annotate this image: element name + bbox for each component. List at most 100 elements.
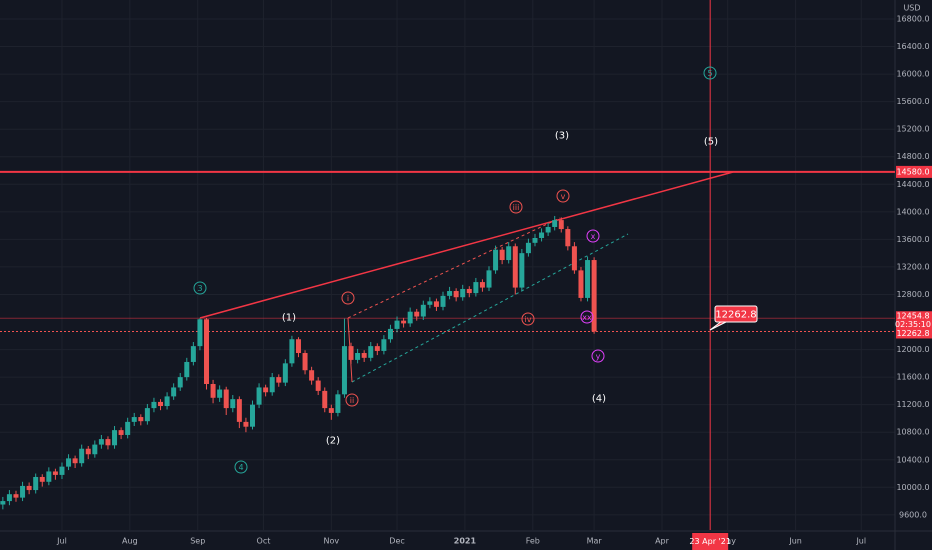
- candle-body: [341, 346, 347, 395]
- candle-body: [440, 295, 446, 307]
- candle-body: [210, 384, 216, 398]
- candle-body: [52, 471, 58, 475]
- candle-body: [427, 301, 433, 305]
- candle-body: [355, 353, 361, 360]
- candle-body: [39, 476, 45, 482]
- candle-body: [13, 494, 19, 498]
- candle-body: [223, 389, 229, 409]
- candle-body: [197, 319, 203, 347]
- candle-body: [578, 270, 584, 298]
- wave-label: (2): [326, 436, 340, 447]
- wave-circle: [556, 189, 570, 203]
- wave-circle: [341, 291, 355, 305]
- candle-body: [144, 408, 150, 422]
- candle-body: [33, 476, 39, 491]
- candle-body: [20, 485, 26, 498]
- candle-body: [289, 339, 295, 364]
- candle-body: [276, 377, 282, 383]
- candle-body: [361, 353, 367, 358]
- candle-body: [401, 320, 407, 324]
- wave-label: xx: [582, 313, 592, 322]
- currency-label: USD: [903, 4, 920, 13]
- candle-body: [164, 396, 170, 407]
- candle-body: [131, 417, 137, 422]
- y-tick-label: 10000.0: [896, 483, 929, 492]
- candle-body: [236, 399, 242, 422]
- candle-body: [348, 346, 354, 360]
- candle-body: [105, 439, 111, 446]
- wave-circle: [591, 349, 605, 363]
- wave-label: (5): [704, 137, 718, 148]
- callout-label: 12262.8: [715, 310, 756, 321]
- x-tick-label: Dec: [389, 537, 404, 546]
- candle-body: [79, 448, 85, 464]
- candle-body: [493, 249, 499, 271]
- wave-label: x: [591, 232, 596, 241]
- candle-body: [368, 346, 374, 358]
- candle-body: [539, 232, 545, 239]
- candle-body: [335, 394, 341, 413]
- candle-body: [0, 501, 6, 505]
- y-tick-label: 13200.0: [896, 262, 929, 271]
- y-tick-label: 16400.0: [896, 42, 929, 51]
- candle-body: [171, 387, 177, 397]
- candle-body: [407, 311, 413, 324]
- wave-label: y: [596, 352, 601, 361]
- candle-body: [112, 430, 118, 446]
- hline-price-label-bg: [896, 165, 932, 178]
- candle-body: [525, 242, 531, 254]
- candle-body: [158, 401, 164, 407]
- x-tick-label: Sep: [190, 537, 205, 546]
- candle-body: [204, 319, 210, 385]
- x-tick-label: Nov: [324, 537, 340, 546]
- candle-body: [519, 253, 525, 288]
- candle-body: [479, 282, 485, 288]
- date-badge: 23 Apr '21: [689, 537, 730, 546]
- hline-price-label: 14580.0: [896, 167, 929, 176]
- candle-body: [230, 399, 236, 409]
- x-tick-label: Jul: [56, 537, 67, 546]
- candle-body: [263, 387, 269, 393]
- candle-body: [512, 246, 518, 288]
- candle-body: [269, 377, 275, 393]
- high-price-label-bg: [896, 311, 932, 322]
- candle-body: [85, 448, 91, 455]
- candle-body: [420, 304, 426, 317]
- y-tick-label: 15200.0: [896, 125, 929, 134]
- wave-label: v: [561, 192, 566, 201]
- candle-body: [138, 417, 144, 422]
- candle-body: [46, 471, 52, 482]
- candle-body: [565, 229, 571, 247]
- last-price-label-bg: [896, 328, 932, 339]
- candle-body: [558, 220, 564, 230]
- countdown-label-bg: [896, 319, 932, 329]
- candle-body: [190, 346, 196, 362]
- candle-body: [453, 291, 459, 298]
- candle-body: [499, 249, 505, 261]
- y-tick-label: 12000.0: [896, 345, 929, 354]
- last-price-label: 12262.8: [896, 329, 929, 338]
- wave-label: (3): [555, 131, 569, 142]
- candle-body: [591, 260, 597, 332]
- wave-circle: [193, 281, 207, 295]
- y-tick-label: 11600.0: [896, 373, 929, 382]
- wave-label: 5: [707, 69, 712, 78]
- wave-label: 3: [197, 284, 202, 293]
- wave-circle: [509, 200, 523, 214]
- wave-circle: [234, 460, 248, 474]
- trend-line: [351, 233, 629, 383]
- candle-body: [571, 246, 577, 271]
- y-tick-label: 10400.0: [896, 455, 929, 464]
- high-price-label: 12454.8: [896, 312, 929, 321]
- y-tick-label: 14000.0: [896, 207, 929, 216]
- candle-body: [26, 485, 32, 491]
- wave-circle: [703, 66, 717, 80]
- date-badge-bg: [692, 533, 729, 550]
- candle-body: [243, 421, 249, 427]
- x-tick-label: Apr: [655, 537, 670, 546]
- x-tick-label: 2021: [454, 537, 477, 546]
- candle-body: [249, 404, 255, 427]
- y-tick-label: 11200.0: [896, 400, 929, 409]
- candle-body: [585, 260, 591, 298]
